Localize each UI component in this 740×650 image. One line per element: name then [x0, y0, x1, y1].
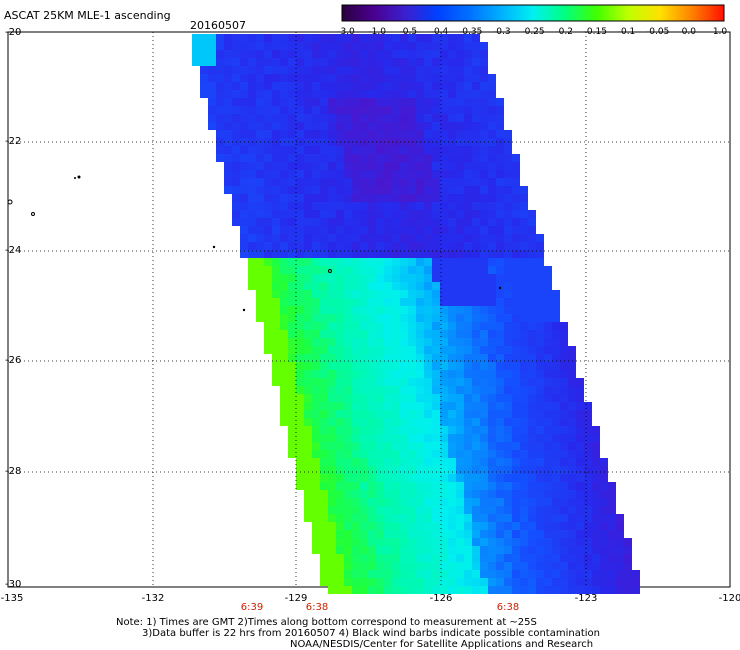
- colorbar-tick-label: -0.3: [493, 27, 511, 37]
- lat-label: -30: [5, 579, 22, 590]
- colorbar-tick-label: -0.15: [583, 27, 607, 37]
- colorbar-tick-label: -0.1: [617, 27, 636, 37]
- colorbar-tick-label: -1.0: [368, 27, 386, 37]
- note-line-3: NOAA/NESDIS/Center for Satellite Applica…: [290, 639, 594, 650]
- lon-label: -126: [429, 593, 453, 604]
- satellite-swath: [192, 34, 640, 594]
- lat-label: -24: [5, 245, 22, 256]
- land-points: [7, 175, 502, 312]
- time-label: 6:38: [305, 602, 329, 613]
- lon-label: -129: [284, 593, 308, 604]
- colorbar-tick-label: -0.4: [430, 27, 449, 37]
- lat-label: -22: [5, 136, 22, 147]
- lat-label: -26: [5, 355, 22, 366]
- map-date: 20160507: [190, 19, 246, 32]
- lon-label: -120: [718, 593, 740, 604]
- colorbar: [341, 4, 725, 22]
- colorbar-tick-label: -0.2: [555, 27, 573, 37]
- colorbar-tick-label: 1.0: [712, 27, 728, 37]
- map-title: ASCAT 25KM MLE-1 ascending: [4, 9, 171, 22]
- time-label: 6:38: [496, 602, 520, 613]
- grid-lines: [8, 32, 730, 587]
- colorbar-tick-label: -0.05: [646, 27, 670, 37]
- lon-label: -132: [141, 593, 165, 604]
- colorbar-tick-label: 0.0: [681, 27, 696, 37]
- colorbar-gradient: [341, 4, 725, 22]
- time-label: 6:39: [240, 602, 264, 613]
- lat-label: -20: [5, 27, 22, 38]
- colorbar-tick-label: -0.5: [399, 27, 418, 37]
- note-line-2: 3)Data buffer is 22 hrs from 20160507 4)…: [142, 628, 600, 639]
- lon-label: -123: [574, 593, 598, 604]
- lat-label: -28: [5, 466, 22, 477]
- colorbar-tick-label: -3.0: [337, 27, 355, 37]
- lon-label: -135: [0, 593, 24, 604]
- colorbar-tick-label: -0.35: [459, 27, 483, 37]
- colorbar-tick-label: -0.25: [521, 27, 545, 37]
- note-line-1: Note: 1) Times are GMT 2)Times along bot…: [116, 617, 537, 628]
